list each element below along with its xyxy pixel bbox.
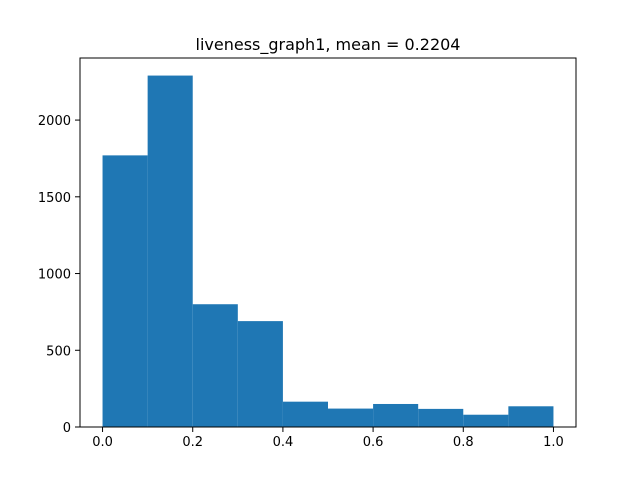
histogram-bar-7 <box>418 408 464 427</box>
histogram-bar-8 <box>463 414 509 427</box>
x-tick-label-4: 0.8 <box>453 435 474 450</box>
histogram-bar-1 <box>147 75 193 428</box>
histogram-bar-2 <box>192 304 238 427</box>
histogram-bar-9 <box>508 406 554 427</box>
y-tick-label-0: 0 <box>63 421 71 436</box>
x-tick-label-0: 0.0 <box>92 435 113 450</box>
histogram-bar-3 <box>237 321 283 427</box>
histogram-bar-5 <box>328 408 374 427</box>
chart-title: liveness_graph1, mean = 0.2204 <box>196 35 461 55</box>
histogram-bar-4 <box>282 401 328 427</box>
histogram-bars <box>102 75 554 428</box>
y-tick-label-3: 1500 <box>38 191 71 206</box>
x-tick-label-5: 1.0 <box>543 435 564 450</box>
histogram-bar-0 <box>102 155 148 427</box>
y-tick-label-2: 1000 <box>38 268 71 283</box>
x-tick-label-1: 0.2 <box>182 435 203 450</box>
x-tick-label-3: 0.6 <box>363 435 384 450</box>
x-tick-label-2: 0.4 <box>273 435 294 450</box>
y-tick-label-4: 2000 <box>38 114 71 129</box>
x-axis: 0.0 0.2 0.4 0.6 0.8 1.0 <box>92 427 564 450</box>
plot-frame <box>79 57 577 428</box>
y-axis: 0 500 1000 1500 2000 <box>38 114 80 436</box>
histogram-bar-6 <box>373 403 419 427</box>
y-tick-label-1: 500 <box>46 344 71 359</box>
